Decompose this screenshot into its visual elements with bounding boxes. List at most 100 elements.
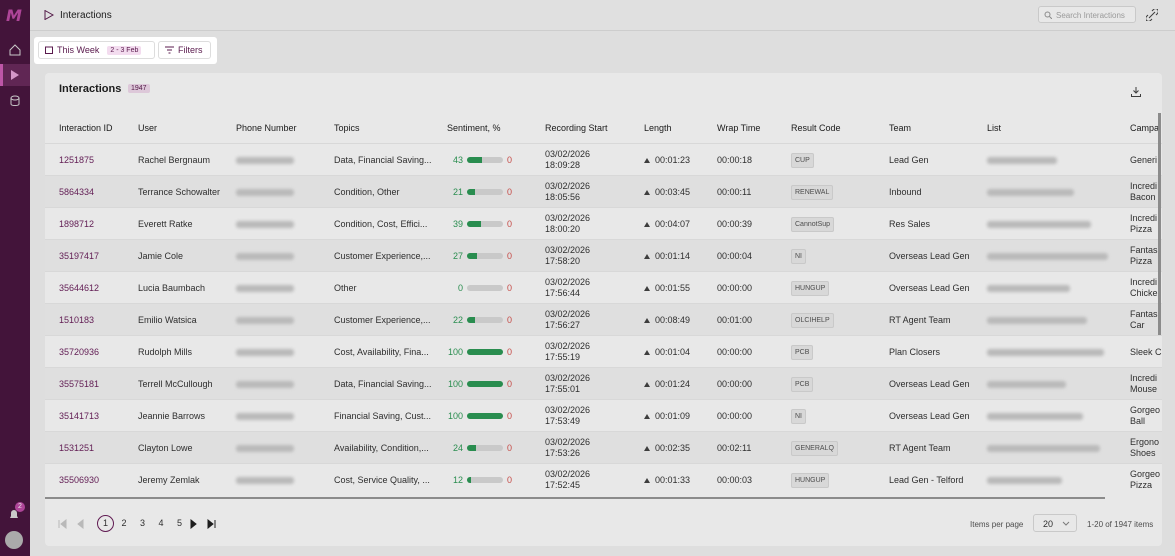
user: Jamie Cole: [138, 250, 184, 261]
interaction-id[interactable]: 5864334: [59, 186, 95, 197]
page-number[interactable]: 3: [139, 518, 145, 528]
sentiment-track: [467, 253, 503, 259]
interaction-id[interactable]: 35197417: [59, 250, 100, 261]
interaction-id[interactable]: 35575181: [59, 378, 100, 389]
recording-start: 03/02/2026 18:00:20: [545, 213, 591, 234]
phone-blurred: [236, 253, 294, 260]
search-box[interactable]: Search Interactions: [1038, 6, 1136, 23]
table-row[interactable]: 1251875 Rachel Bergnaum Data, Financial Sa…: [45, 143, 1162, 176]
recording-start: 03/02/2026 18:05:56: [545, 181, 591, 202]
length: 00:01:33: [644, 464, 714, 496]
phone-blurred: [236, 317, 294, 324]
length-value: 00:01:09: [655, 410, 691, 421]
sentiment: 100 0: [447, 400, 542, 432]
table-row[interactable]: 5864334 Terrance Schowalter Condition, Oth…: [45, 175, 1162, 208]
items-per-page-label: Items per page: [970, 520, 1024, 529]
page-number[interactable]: 1: [97, 515, 114, 532]
db-icon[interactable]: [9, 95, 21, 107]
table-row[interactable]: 1898712 Everett Ratke Condition, Cost, Eff…: [45, 207, 1162, 240]
team: Res Sales: [889, 218, 931, 229]
recording-start: 03/02/2026 17:56:27: [545, 309, 591, 330]
interaction-id[interactable]: 35506930: [59, 474, 100, 485]
first-prev-buttons[interactable]: [57, 519, 91, 529]
list-blurred: [987, 221, 1091, 228]
h-scrollbar[interactable]: [45, 497, 1105, 499]
wrap-time: 00:00:00: [717, 346, 753, 357]
length-value: 00:01:04: [655, 346, 691, 357]
phone-blurred: [236, 157, 294, 164]
bell-icon[interactable]: [8, 509, 20, 521]
table-row[interactable]: 35141713 Jeannie Barrows Financial Saving,…: [45, 399, 1162, 432]
link-icon[interactable]: [1146, 9, 1158, 21]
recording-start: 03/02/2026 17:52:45: [545, 469, 591, 490]
sentiment-track: [467, 349, 503, 355]
page-number[interactable]: 2: [121, 518, 127, 528]
home-icon[interactable]: [9, 44, 21, 56]
result-code-cell: NI: [791, 240, 806, 272]
sentiment-negative: 0: [507, 314, 513, 325]
length-value: 00:01:33: [655, 474, 691, 485]
interaction-id[interactable]: 35141713: [59, 410, 100, 421]
sentiment: 21 0: [447, 176, 542, 208]
table-row[interactable]: 35575181 Terrell McCullough Data, Financia…: [45, 367, 1162, 400]
column-header: Phone Number: [236, 122, 297, 133]
sentiment-track: [467, 221, 503, 227]
nav-active[interactable]: [0, 64, 30, 86]
table-row[interactable]: 35720936 Rudolph Mills Cost, Availability,…: [45, 335, 1162, 368]
length: 00:01:14: [644, 240, 714, 272]
download-icon[interactable]: [1131, 87, 1141, 97]
interaction-id[interactable]: 1898712: [59, 218, 95, 229]
user: Rudolph Mills: [138, 346, 193, 357]
sentiment-bar: [467, 253, 477, 259]
table-row[interactable]: 35197417 Jamie Cole Customer Experience,..…: [45, 239, 1162, 272]
table-row[interactable]: 35506930 Jeremy Zemlak Cost, Service Quali…: [45, 463, 1162, 496]
list-blurred: [987, 445, 1100, 452]
table-row[interactable]: 35644612 Lucia Baumbach Other 0 0 03/02/2026 …: [45, 271, 1162, 304]
length: 00:01:04: [644, 336, 714, 368]
interaction-id[interactable]: 1531251: [59, 442, 95, 453]
campaign: Incredi Mouse: [1130, 373, 1158, 394]
page-number[interactable]: 5: [176, 518, 182, 528]
topics: Data, Financial Saving...: [334, 378, 432, 389]
date-button[interactable]: This Week 2 - 3 Feb: [38, 41, 155, 59]
phone-blurred: [236, 349, 294, 356]
sentiment-negative: 0: [507, 218, 513, 229]
filters-button[interactable]: Filters: [158, 41, 211, 59]
items-per-page-select[interactable]: 20: [1033, 514, 1077, 532]
sentiment-track: [467, 477, 503, 483]
wrap-time: 00:00:00: [717, 410, 753, 421]
logo[interactable]: M: [6, 6, 22, 25]
length-value: 00:03:45: [655, 186, 691, 197]
interaction-id[interactable]: 1251875: [59, 154, 95, 165]
v-scrollbar[interactable]: [1158, 113, 1161, 335]
interaction-id[interactable]: 35644612: [59, 282, 100, 293]
interaction-id[interactable]: 1510183: [59, 314, 95, 325]
length-value: 00:02:35: [655, 442, 691, 453]
table-row[interactable]: 1531251 Clayton Lowe Availability, Conditi…: [45, 431, 1162, 464]
avatar[interactable]: [5, 531, 23, 549]
sentiment-positive: 24: [452, 442, 463, 453]
next-last-buttons[interactable]: [189, 519, 217, 529]
list-blurred: [987, 349, 1104, 356]
sentiment-positive: 27: [452, 250, 463, 261]
count-badge: 1947: [128, 84, 150, 93]
user: Lucia Baumbach: [138, 282, 206, 293]
result-code: PCB: [791, 376, 814, 392]
user: Terrance Schowalter: [138, 186, 221, 197]
result-code: HUNGUP: [791, 280, 830, 296]
result-code: NI: [791, 248, 806, 264]
interaction-id[interactable]: 35720936: [59, 346, 100, 357]
campaign: Sleek C: [1130, 346, 1162, 357]
card: Interactions 1947 Interaction ID User Phon…: [45, 73, 1162, 546]
wrap-time: 00:00:03: [717, 474, 753, 485]
sentiment-negative: 0: [507, 154, 513, 165]
table-row[interactable]: 1510183 Emilio Watsica Customer Experience…: [45, 303, 1162, 336]
sentiment: 43 0: [447, 144, 542, 176]
campaign: Incredi Pizza: [1130, 213, 1158, 234]
length: 00:01:55: [644, 272, 714, 304]
topics: Customer Experience,...: [334, 250, 431, 261]
page-number[interactable]: 4: [158, 518, 164, 528]
phone-blurred: [236, 285, 294, 292]
